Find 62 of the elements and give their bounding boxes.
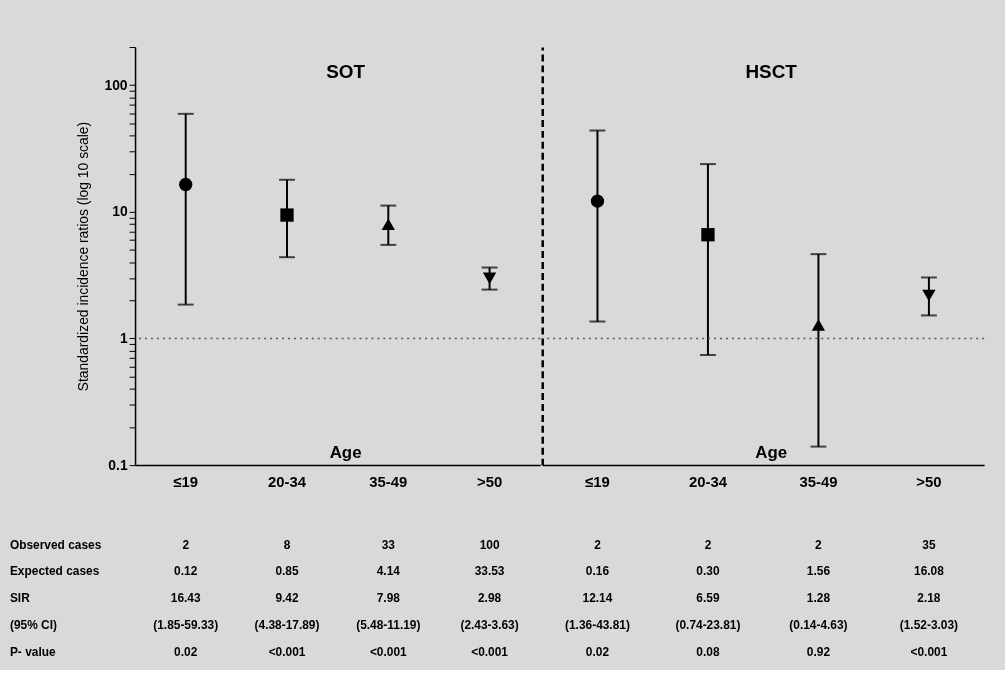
text: (5.48-11.19) bbox=[356, 617, 421, 632]
text: 0.02 bbox=[174, 644, 198, 659]
text: 2.18 bbox=[917, 591, 941, 606]
text: <0.001 bbox=[369, 644, 408, 659]
text: (0.14-4.63) bbox=[789, 617, 848, 632]
text: 16.08 bbox=[914, 564, 945, 579]
text: 8 bbox=[283, 537, 291, 552]
text: 1.56 bbox=[806, 564, 831, 579]
text: <0.001 bbox=[910, 644, 948, 659]
text: 12.14 bbox=[582, 591, 613, 606]
x-tick-label: 35-49 bbox=[369, 474, 408, 491]
y-tick-label: 1 bbox=[119, 329, 128, 346]
text: 0.16 bbox=[585, 564, 610, 579]
text: 0.02 bbox=[585, 644, 610, 659]
text: 2 bbox=[815, 537, 823, 552]
text: 0.85 bbox=[275, 564, 299, 579]
x-tick-label: 35-49 bbox=[799, 474, 838, 491]
text: (1.36-43.81) bbox=[565, 617, 630, 632]
text: 4.14 bbox=[376, 564, 401, 579]
text: 0.92 bbox=[806, 644, 831, 659]
text: (1.52-3.03) bbox=[899, 617, 959, 632]
text: 2 bbox=[594, 537, 602, 552]
text: <0.001 bbox=[471, 644, 509, 659]
text: 33 bbox=[381, 537, 396, 552]
text: 2 bbox=[704, 537, 712, 552]
text: 16.43 bbox=[170, 591, 201, 606]
text: 0.30 bbox=[696, 564, 720, 579]
text: 2 bbox=[182, 537, 190, 552]
text: SIR bbox=[9, 591, 31, 606]
y-tick-label: 10 bbox=[112, 203, 128, 220]
annotation: Age bbox=[755, 443, 788, 463]
text: (4.38-17.89) bbox=[254, 617, 320, 632]
text: 7.98 bbox=[376, 591, 401, 606]
x-tick-label: 20-34 bbox=[267, 474, 307, 491]
text: 35 bbox=[922, 537, 936, 552]
y-tick-label: 0.1 bbox=[108, 456, 128, 473]
y-tick-label: 100 bbox=[104, 76, 128, 93]
x-tick-label: ≤19 bbox=[585, 474, 610, 491]
text: (0.74-23.81) bbox=[675, 617, 741, 632]
annotation: Age bbox=[329, 443, 362, 463]
text: 9.42 bbox=[275, 591, 299, 606]
text: <0.001 bbox=[268, 644, 306, 659]
text: P- value bbox=[9, 644, 56, 659]
text: (2.43-3.63) bbox=[460, 617, 519, 632]
x-tick-label: >50 bbox=[916, 474, 942, 491]
text: (95% CI) bbox=[9, 617, 57, 632]
text: 2.98 bbox=[478, 591, 502, 606]
y-axis-title: Standardized incidence ratios (log 10 scale) bbox=[74, 121, 91, 392]
text: (1.85-59.33) bbox=[153, 617, 219, 632]
x-tick-label: 20-34 bbox=[688, 474, 728, 491]
text: 0.12 bbox=[174, 564, 198, 579]
text: Expected cases bbox=[9, 564, 100, 579]
text: Observed cases bbox=[9, 537, 102, 552]
text: 33.53 bbox=[474, 564, 505, 579]
text: 6.59 bbox=[696, 591, 720, 606]
x-tick-label: >50 bbox=[476, 474, 503, 491]
text: HSCT bbox=[745, 60, 798, 82]
x-tick-label: ≤19 bbox=[173, 474, 199, 491]
text: 100 bbox=[479, 537, 500, 552]
text: SOT bbox=[326, 60, 366, 82]
text: 1.28 bbox=[806, 591, 831, 606]
text: 0.08 bbox=[696, 644, 720, 659]
